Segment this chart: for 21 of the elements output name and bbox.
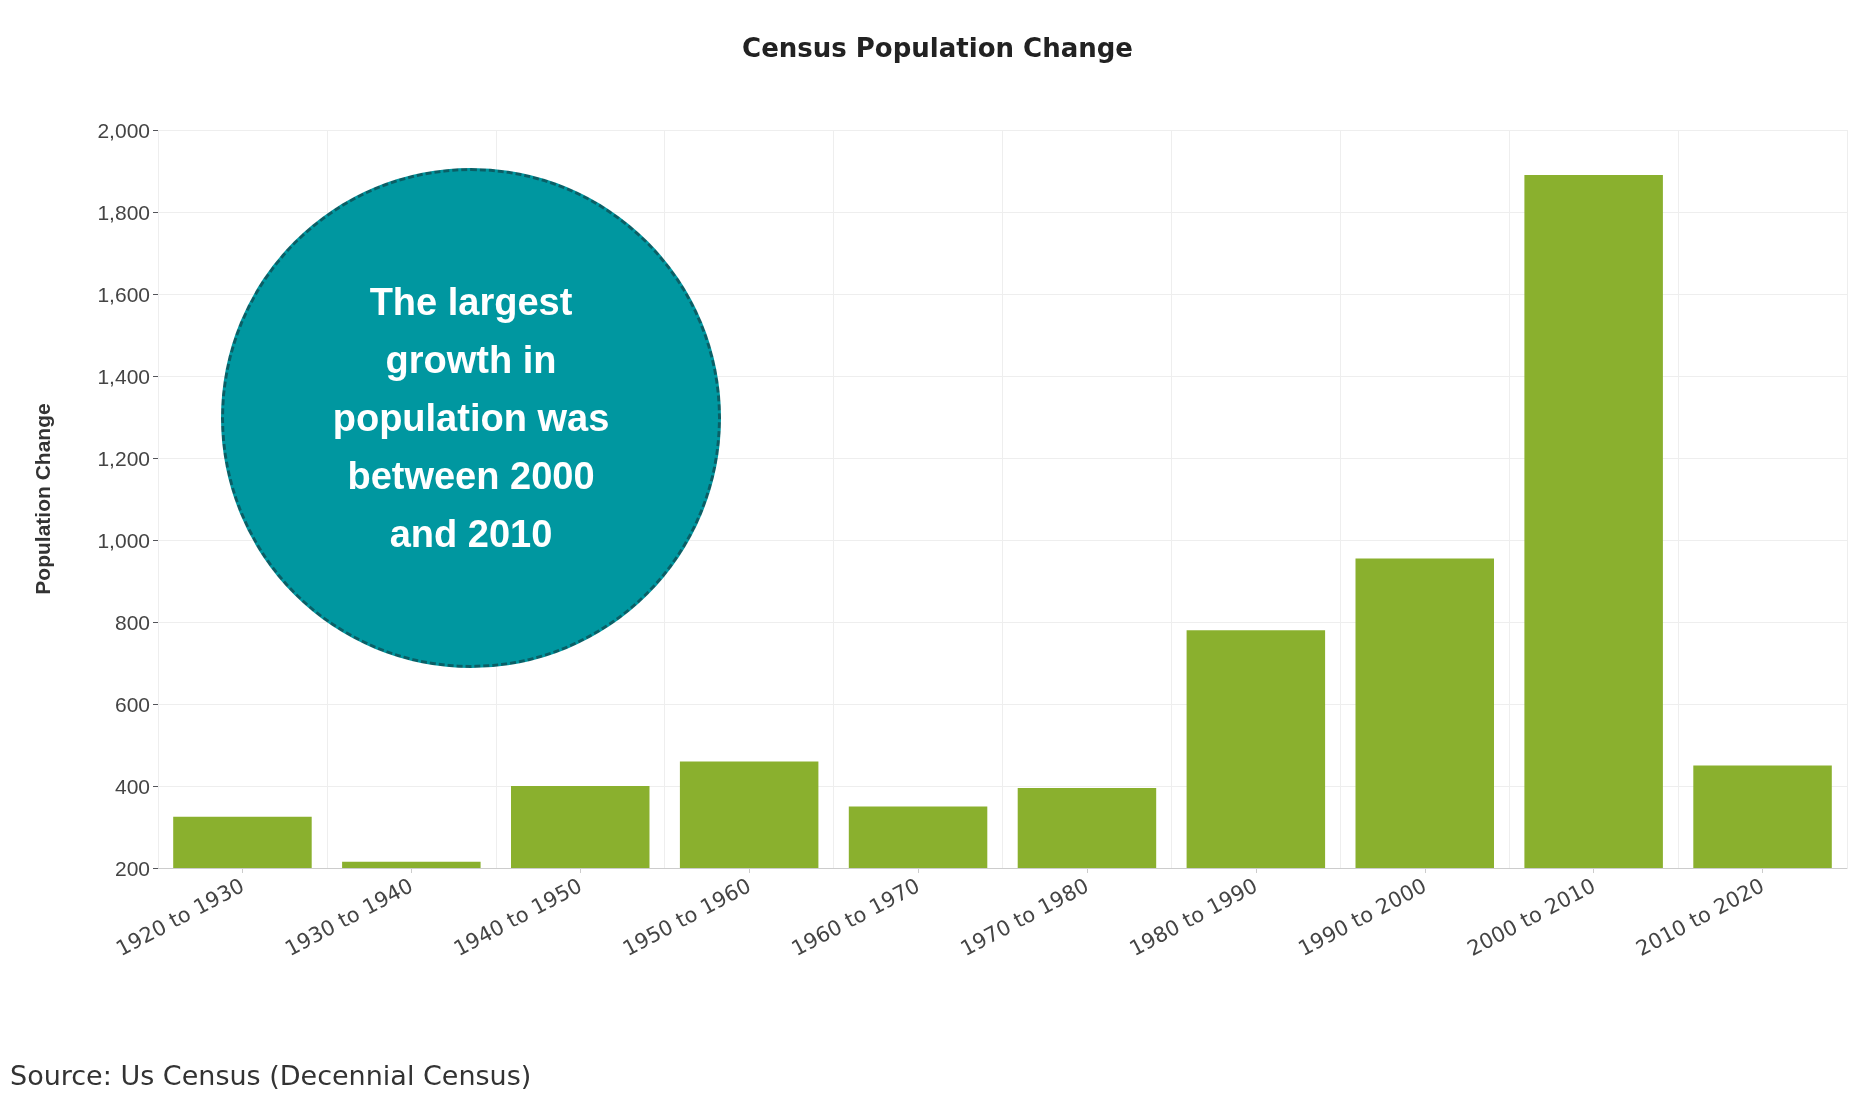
x-tick-label: 1980 to 1990 xyxy=(1125,873,1262,961)
chart-title: Census Population Change xyxy=(742,33,1133,63)
x-tick-label: 1940 to 1950 xyxy=(449,873,586,961)
y-tick-label: 800 xyxy=(114,610,150,634)
y-tick-label: 1,200 xyxy=(97,446,150,470)
y-tick-label: 1,000 xyxy=(97,528,150,552)
y-tick-label: 600 xyxy=(114,692,150,716)
callout-circle: The largest growth in population was between 2000 and 2010 xyxy=(221,168,721,668)
y-tick-label: 1,800 xyxy=(97,200,150,224)
y-tick-label: 1,600 xyxy=(97,282,150,306)
annotation: The largest growth in population was between 2000 and 2010 xyxy=(331,280,611,557)
x-tick-label: 1950 to 1960 xyxy=(618,873,755,961)
y-tick-label: 400 xyxy=(114,774,150,798)
x-tick-label: 1970 to 1980 xyxy=(956,873,1093,961)
y-tick-label: 200 xyxy=(114,856,150,880)
x-tick-label: 1960 to 1970 xyxy=(787,873,924,961)
x-tick-label: 1930 to 1940 xyxy=(281,873,417,961)
y-tick-label: 1,400 xyxy=(97,364,150,388)
y-tick-label: 2,000 xyxy=(97,118,150,142)
source-note: Source: Us Census (Decennial Census) xyxy=(10,1060,532,1091)
y-axis-title: Population Change xyxy=(31,403,54,595)
